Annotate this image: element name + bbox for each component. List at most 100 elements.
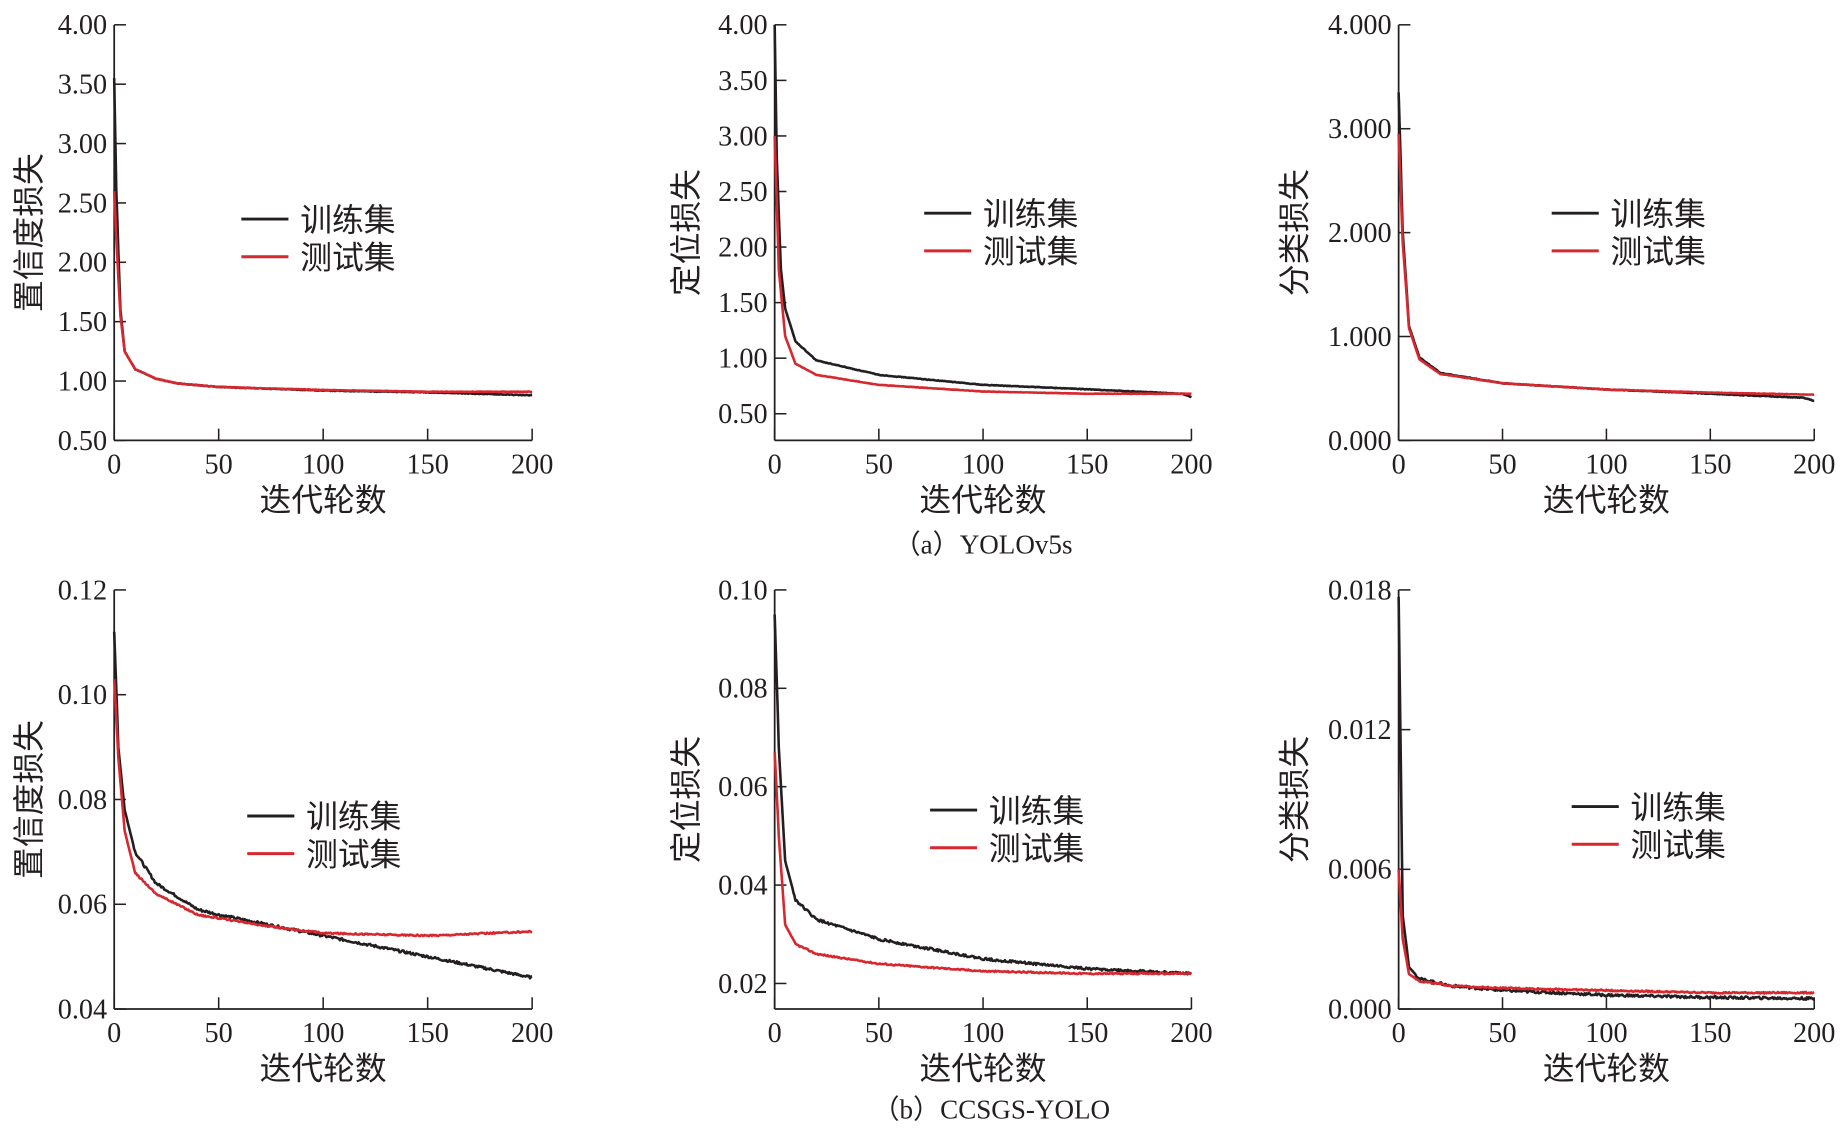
test-series-line	[773, 135, 1192, 396]
y-tick-label: 0.04	[58, 994, 107, 1025]
y-tick-label: 2.50	[58, 188, 107, 219]
x-tick-label: 150	[1066, 449, 1108, 480]
legend-train-label: 训练集	[306, 800, 401, 835]
y-tick-label: 0.018	[1328, 575, 1392, 606]
legend-train-label: 训练集	[983, 197, 1078, 232]
y-tick-label: 0.50	[718, 399, 767, 430]
y-tick-label: 4.00	[58, 10, 107, 41]
test-series-line	[1397, 133, 1815, 397]
x-tick-label: 150	[406, 1018, 448, 1049]
x-axis-label: 迭代轮数	[260, 1052, 387, 1087]
y-tick-label: 0.10	[58, 680, 107, 711]
y-tick-label: 4.00	[718, 10, 767, 41]
caption-a: （a）YOLOv5s	[894, 529, 1073, 559]
y-tick-label: 3.00	[58, 129, 107, 160]
chart-0: 0.50 1.00 1.50 2.00 2.50 3.00 3.50 4.00 0 50 100 15…	[12, 10, 553, 518]
y-tick-label: 1.00	[58, 366, 107, 397]
x-tick-label: 200	[511, 449, 553, 480]
y-tick-label: 0.06	[58, 890, 107, 921]
y-axis-label: 定位损失	[669, 169, 704, 296]
y-tick-label: 1.50	[718, 288, 767, 319]
x-tick-label: 50	[205, 449, 233, 480]
x-tick-label: 50	[865, 1018, 893, 1049]
y-axis-label: 置信度损失	[12, 153, 47, 312]
x-tick-label: 200	[1793, 449, 1835, 480]
caption-b: （b）CCSGS-YOLO	[872, 1095, 1110, 1125]
x-tick-label: 0	[1392, 449, 1406, 480]
y-tick-label: 2.00	[58, 248, 107, 279]
chart-2: 0.000 1.000 2.000 3.000 4.000 0 50 100 150 200 迭代轮…	[1278, 10, 1836, 518]
y-tick-label: 1.000	[1328, 322, 1392, 353]
y-tick-label: 0.012	[1328, 715, 1392, 746]
y-tick-label: 0.06	[718, 772, 767, 803]
x-tick-label: 50	[865, 449, 893, 480]
x-axis-label: 迭代轮数	[260, 483, 387, 518]
chart-5: 0.000 0.006 0.012 0.018 0 50 100 150 200 迭代轮数 分类损失…	[1278, 575, 1836, 1086]
y-tick-label: 3.50	[58, 70, 107, 101]
x-tick-label: 50	[1488, 1018, 1516, 1049]
y-tick-label: 0.000	[1328, 426, 1392, 457]
y-tick-label: 2.50	[718, 177, 767, 208]
legend-test-label: 测试集	[300, 241, 395, 276]
chart-3: 0.04 0.06 0.08 0.10 0.12 0 50 100 150 200 迭代轮数 置信度损…	[12, 575, 553, 1086]
y-tick-label: 1.00	[718, 344, 767, 375]
x-tick-label: 150	[1066, 1018, 1108, 1049]
y-tick-label: 0.02	[718, 969, 767, 1000]
x-tick-label: 150	[406, 449, 448, 480]
y-tick-label: 3.50	[718, 66, 767, 97]
y-tick-label: 3.000	[1328, 114, 1392, 145]
test-series-line	[773, 752, 1193, 976]
y-tick-label: 0.10	[718, 575, 767, 606]
legend-test-label: 测试集	[983, 235, 1078, 270]
test-series-line	[112, 678, 533, 938]
train-series-line	[1397, 92, 1815, 403]
y-axis-label: 定位损失	[669, 736, 704, 863]
y-tick-label: 1.50	[58, 307, 107, 338]
y-axis-label: 分类损失	[1278, 169, 1313, 296]
legend-test-label: 测试集	[1631, 828, 1726, 863]
y-tick-label: 2.00	[718, 232, 767, 263]
x-tick-label: 200	[1170, 449, 1212, 480]
y-axis-label: 分类损失	[1278, 736, 1313, 863]
train-series-line	[112, 631, 533, 980]
legend-train-label: 训练集	[1631, 790, 1726, 825]
train-series-line	[773, 614, 1193, 976]
chart-4: 0.02 0.04 0.06 0.08 0.10 0 50 100 150 200 迭代轮数 定位损失…	[669, 575, 1213, 1086]
x-axis-label: 迭代轮数	[920, 1052, 1047, 1087]
x-axis-label: 迭代轮数	[1543, 483, 1670, 518]
x-tick-label: 100	[1585, 1018, 1627, 1049]
x-tick-label: 50	[1488, 449, 1516, 480]
legend-test-label: 测试集	[989, 832, 1084, 867]
test-series-line	[112, 190, 533, 394]
train-series-line	[1397, 596, 1816, 1002]
y-tick-label: 0.000	[1328, 994, 1392, 1025]
x-tick-label: 50	[205, 1018, 233, 1049]
y-tick-label: 0.04	[718, 870, 767, 901]
x-tick-label: 0	[1392, 1018, 1406, 1049]
x-axis-label: 迭代轮数	[1543, 1052, 1670, 1087]
test-series-line	[1397, 869, 1815, 995]
y-tick-label: 0.006	[1328, 855, 1392, 886]
legend-test-label: 测试集	[1611, 235, 1706, 270]
x-tick-label: 100	[962, 449, 1004, 480]
y-tick-label: 0.50	[58, 426, 107, 457]
y-tick-label: 0.08	[718, 674, 767, 705]
x-tick-label: 150	[1689, 449, 1731, 480]
legend-train-label: 训练集	[989, 794, 1084, 829]
legend-train-label: 训练集	[300, 203, 395, 238]
x-tick-label: 100	[962, 1018, 1004, 1049]
y-axis-label: 置信度损失	[12, 720, 47, 879]
y-tick-label: 2.000	[1328, 218, 1392, 249]
x-axis-label: 迭代轮数	[920, 483, 1047, 518]
x-tick-label: 200	[511, 1018, 553, 1049]
x-tick-label: 200	[1793, 1018, 1835, 1049]
x-tick-label: 100	[1585, 449, 1627, 480]
y-tick-label: 3.00	[718, 121, 767, 152]
chart-1: 0.50 1.00 1.50 2.00 2.50 3.00 3.50 4.00 0 50 100 15…	[669, 10, 1213, 518]
